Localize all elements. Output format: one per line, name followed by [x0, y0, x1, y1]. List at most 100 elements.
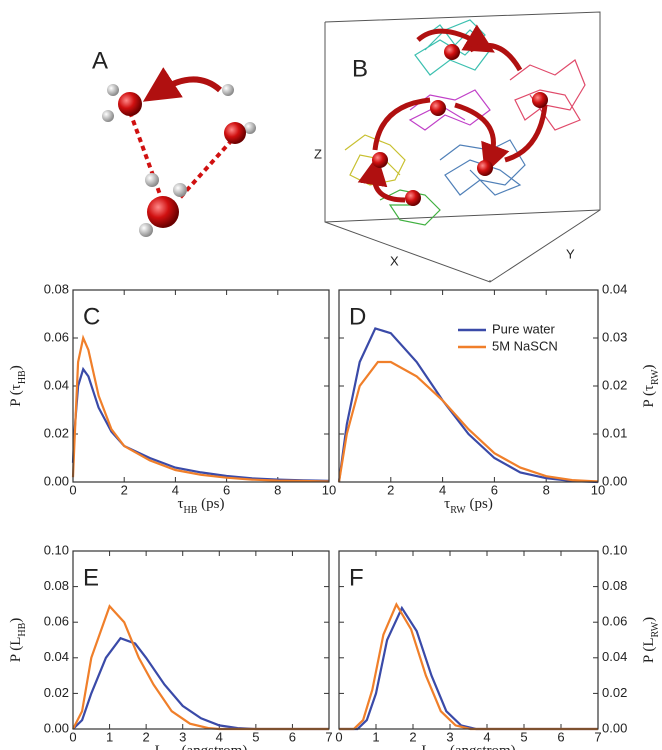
- series-line: [72, 636, 329, 731]
- y-tick-label: 0.03: [602, 329, 627, 344]
- y-axis-title-sub: RW: [650, 369, 661, 385]
- y-tick-label: 0.00: [44, 473, 69, 488]
- y-tick-label: 0.08: [44, 578, 69, 593]
- x-tick-label: 5: [252, 729, 259, 744]
- x-tick-label: 2: [121, 482, 128, 497]
- y-axis-title: P (τHB): [8, 365, 27, 406]
- y-tick-label: 0.02: [602, 377, 627, 392]
- y-axis-title-main: P (τ: [8, 384, 24, 407]
- series-line: [71, 334, 330, 483]
- series-line: [339, 601, 598, 731]
- x-tick-label: 7: [325, 729, 332, 744]
- x-tick-label: 8: [543, 482, 550, 497]
- x-tick-label: 3: [179, 729, 186, 744]
- y-tick-label: 0.00: [602, 720, 627, 735]
- axis-label: X: [390, 253, 399, 268]
- x-tick-label: 1: [106, 729, 113, 744]
- y-tick-label: 0.08: [44, 281, 69, 296]
- panel-label: C: [83, 303, 100, 330]
- x-axis-title: LHB (angstrom): [155, 743, 248, 750]
- y-axis-title-sub: HB: [17, 370, 28, 384]
- y-tick-label: 0.04: [44, 649, 69, 664]
- y-axis-title-tail: ): [8, 618, 24, 623]
- x-axis-title: τHB (ps): [177, 496, 224, 515]
- x-tick-label: 4: [439, 482, 446, 497]
- plot-frame: [338, 550, 599, 730]
- x-tick-label: 8: [274, 482, 281, 497]
- y-axis-title: P (τRW): [641, 364, 660, 407]
- x-tick-label: 0: [69, 482, 76, 497]
- y-axis-title: P (LRW): [641, 617, 660, 663]
- x-tick-label: 2: [387, 482, 394, 497]
- y-axis-title-tail: ): [641, 617, 657, 622]
- panel-label: F: [349, 564, 364, 591]
- y-axis-title-main: P (τ: [641, 385, 657, 408]
- panel-a-illustration: A: [92, 47, 256, 237]
- y-tick-label: 0.02: [44, 685, 69, 700]
- axis-label: Y: [566, 246, 575, 261]
- x-axis-title-main: τ: [177, 496, 183, 512]
- x-tick-label: 5: [520, 729, 527, 744]
- y-axis-title-main: P (L: [8, 637, 24, 663]
- x-axis-title: LRW (angstrom): [421, 743, 515, 750]
- y-tick-label: 0.02: [602, 685, 627, 700]
- x-tick-label: 0: [335, 729, 342, 744]
- series-line: [339, 605, 598, 731]
- x-tick-label: 2: [409, 729, 416, 744]
- x-axis-title-tail: (angstrom): [446, 743, 516, 750]
- panel-b-illustration: B Z X Y: [314, 11, 601, 283]
- y-tick-label: 0.10: [44, 542, 69, 557]
- y-axis-title-main: P (L: [641, 637, 657, 663]
- series-line: [72, 604, 329, 731]
- x-tick-label: 4: [483, 729, 490, 744]
- panel-label: D: [349, 303, 366, 330]
- x-tick-label: 6: [223, 482, 230, 497]
- y-tick-label: 0.06: [602, 614, 627, 629]
- panel-label: A: [92, 47, 108, 74]
- y-tick-label: 0.08: [602, 578, 627, 593]
- y-tick-label: 0.06: [44, 614, 69, 629]
- y-axis-title-sub: RW: [650, 621, 661, 637]
- x-axis-title-tail: (angstrom): [178, 743, 248, 750]
- plot-frame: [72, 550, 330, 730]
- y-tick-label: 0.00: [602, 473, 627, 488]
- x-tick-label: 3: [446, 729, 453, 744]
- legend-label: 5M NaSCN: [492, 338, 558, 353]
- x-tick-label: 6: [491, 482, 498, 497]
- x-axis-title-main: L: [421, 743, 430, 750]
- x-axis-title-tail: (ps): [466, 496, 493, 512]
- x-axis-title-sub: RW: [450, 505, 466, 516]
- x-tick-label: 7: [594, 729, 601, 744]
- series-line: [337, 327, 599, 484]
- y-tick-label: 0.02: [44, 425, 69, 440]
- x-tick-label: 2: [143, 729, 150, 744]
- x-tick-label: 4: [216, 729, 223, 744]
- x-tick-label: 10: [322, 482, 336, 497]
- x-tick-label: 4: [172, 482, 179, 497]
- legend-label: Pure water: [492, 321, 556, 336]
- y-tick-label: 0.10: [602, 542, 627, 557]
- y-axis-title-sub: HB: [17, 622, 28, 636]
- y-tick-label: 0.01: [602, 425, 627, 440]
- series-line: [337, 360, 599, 483]
- y-tick-label: 0.06: [44, 329, 69, 344]
- series-line: [71, 366, 330, 482]
- panel-label: E: [83, 564, 99, 591]
- x-axis-title: τRW (ps): [444, 496, 493, 515]
- axis-label: Z: [314, 146, 322, 161]
- y-axis-title-tail: ): [641, 364, 657, 369]
- plot-frame: [338, 289, 599, 483]
- y-tick-label: 0.04: [602, 649, 627, 664]
- x-tick-label: 0: [69, 729, 76, 744]
- plot-frame: [72, 289, 330, 483]
- y-tick-label: 0.04: [44, 377, 69, 392]
- x-axis-title-main: τ: [444, 496, 450, 512]
- x-axis-title-main: L: [155, 743, 164, 750]
- panel-label: B: [352, 55, 368, 82]
- y-axis-title: P (LHB): [8, 618, 27, 663]
- x-tick-label: 6: [289, 729, 296, 744]
- x-tick-label: 6: [557, 729, 564, 744]
- x-axis-title-sub: HB: [184, 505, 198, 516]
